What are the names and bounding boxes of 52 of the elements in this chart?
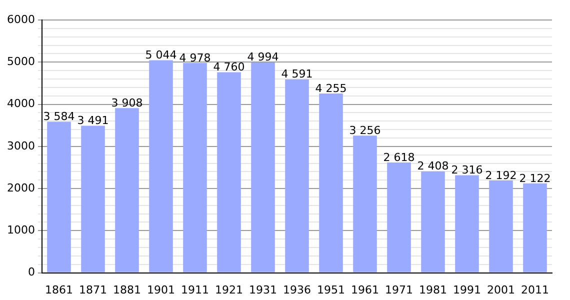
data-label: 3 908: [111, 96, 143, 110]
data-label: 3 256: [349, 124, 381, 137]
x-tick-label: 1881: [112, 283, 141, 296]
bar: [251, 62, 275, 272]
x-tick-label: 1971: [385, 283, 413, 296]
data-label: 4 994: [247, 50, 279, 64]
x-tick-label: 1961: [351, 283, 379, 296]
data-label: 4 591: [281, 68, 313, 81]
x-tick-label: 2001: [487, 283, 515, 296]
data-label: 5 044: [145, 48, 177, 62]
data-label: 4 978: [179, 51, 211, 64]
y-tick-label: 5000: [6, 54, 35, 68]
x-tick-label: 1871: [78, 283, 107, 296]
y-tick-label: 4000: [6, 97, 35, 110]
x-tick-label: 1861: [44, 283, 73, 296]
bar: [217, 72, 241, 272]
data-label: 4 760: [213, 60, 245, 74]
data-label: 2 192: [485, 168, 517, 182]
y-tick-label: 3000: [6, 139, 35, 152]
y-tick-label: 0: [28, 266, 35, 279]
x-tick-label: 1931: [248, 283, 277, 296]
data-label: 2 316: [451, 164, 483, 177]
y-tick-label: 6000: [6, 12, 35, 26]
bar: [319, 94, 343, 272]
bar: [183, 63, 207, 272]
y-tick-label: 1000: [6, 224, 35, 237]
data-label: 3 584: [43, 110, 75, 124]
y-tick-label: 2000: [6, 181, 35, 194]
x-tick-label: 1991: [453, 283, 481, 296]
bar: [115, 108, 139, 272]
x-tick-label: 1911: [180, 283, 209, 296]
x-tick-label: 1921: [214, 283, 243, 296]
x-tick-label: 2011: [521, 283, 549, 296]
bar: [523, 183, 547, 272]
bar: [455, 175, 479, 272]
data-label: 2 408: [417, 160, 449, 173]
x-tick-label: 1951: [316, 283, 345, 296]
bar: [387, 162, 411, 272]
x-tick-label: 1936: [282, 283, 311, 296]
data-label: 3 491: [77, 114, 109, 128]
bar: [81, 126, 105, 272]
x-tick-label: 1981: [419, 283, 447, 296]
bar: [489, 180, 513, 272]
data-label: 4 255: [315, 82, 347, 95]
data-label: 2 618: [383, 150, 415, 164]
bar: [285, 79, 309, 272]
data-label: 2 122: [519, 172, 551, 185]
bar: [421, 171, 445, 272]
bar: [353, 136, 377, 272]
x-tick-label: 1901: [146, 283, 175, 296]
bar: [47, 122, 71, 272]
bar: [149, 60, 173, 272]
